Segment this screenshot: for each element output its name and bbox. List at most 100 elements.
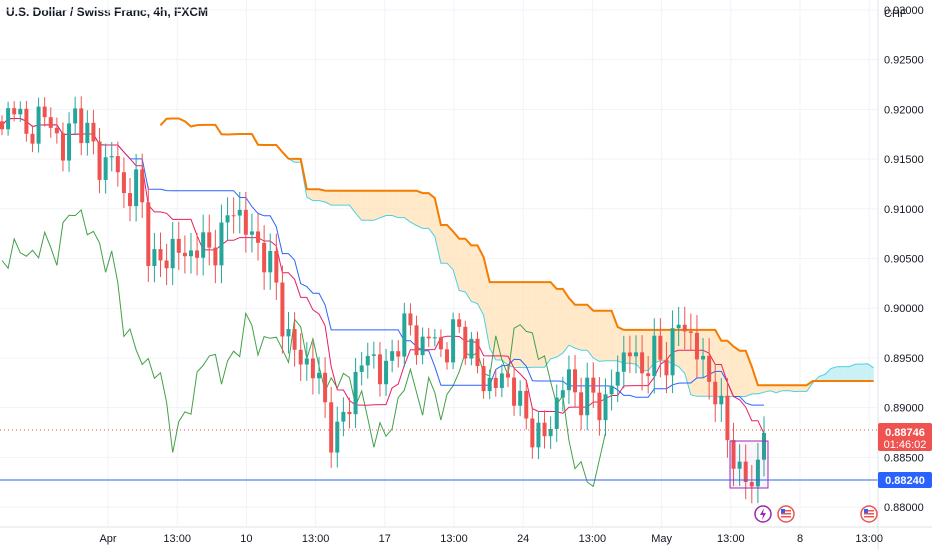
alert-price-badge[interactable]: 0.88240 [878, 472, 932, 488]
candle [499, 364, 504, 398]
candle [688, 313, 693, 351]
cloud-segment [325, 190, 332, 206]
cloud-segment [715, 329, 722, 398]
senkou-b-line [159, 117, 874, 387]
candle [6, 101, 11, 136]
candle [286, 311, 291, 354]
candle [182, 235, 187, 274]
candle [188, 233, 193, 274]
candle-countdown: 01:46:02 [884, 439, 927, 451]
candle [140, 153, 145, 218]
cloud-segment [404, 190, 411, 223]
candle [725, 378, 730, 458]
x-tick-label: 13:00 [579, 533, 607, 545]
cloud-segment [392, 190, 399, 218]
candle [304, 342, 309, 381]
y-tick-label: 0.90500 [884, 254, 924, 266]
cloud-segment [562, 288, 569, 354]
candle [128, 177, 133, 222]
cloud-segment [422, 193, 429, 229]
cloud-segment [312, 189, 319, 201]
chart-grid [0, 0, 878, 527]
cloud-segment [459, 238, 466, 292]
cloud-segment [721, 340, 728, 398]
candle [164, 243, 169, 285]
cloud-segment [428, 193, 435, 237]
candle [713, 364, 718, 423]
candle [341, 397, 346, 437]
cloud-segment [757, 385, 764, 394]
candle [213, 229, 218, 284]
cloud-segment [739, 350, 746, 397]
x-tick-label: May [651, 533, 672, 545]
ichimoku-lines [1, 117, 874, 488]
candle [518, 380, 523, 417]
candle [298, 333, 303, 382]
candle [353, 357, 358, 429]
candle [365, 342, 370, 379]
chart-title: U.S. Dollar / Swiss Franc, 4h, FXCM [6, 5, 209, 19]
candle [262, 225, 267, 290]
y-tick-label: 0.90000 [884, 303, 924, 315]
current-price-value: 0.88746 [885, 427, 925, 439]
cloud-segment [788, 385, 795, 392]
cloud-segment [410, 190, 417, 226]
candle [67, 112, 72, 172]
candle [231, 197, 236, 234]
cloud-segment [764, 385, 771, 393]
cloud-segment [855, 364, 862, 382]
candle [36, 97, 41, 153]
y-tick-label: 0.92000 [884, 104, 924, 116]
candle [237, 191, 242, 234]
cloud-segment [526, 282, 533, 368]
cloud-segment [440, 224, 448, 264]
candle [536, 410, 541, 460]
candle [30, 125, 35, 153]
y-tick-label: 0.89500 [884, 353, 924, 365]
candle [280, 265, 285, 354]
candle [109, 141, 114, 172]
candle [530, 407, 535, 459]
cloud-segment [678, 329, 685, 374]
cloud-segment [379, 190, 387, 218]
candle [396, 340, 401, 368]
candle [170, 221, 175, 286]
y-tick-label: 0.88500 [884, 452, 924, 464]
y-tick-label: 0.88000 [884, 502, 924, 514]
candle [420, 327, 425, 365]
candle [731, 422, 736, 487]
x-tick-label: 13:00 [855, 533, 883, 545]
us-flag-event-icon[interactable] [860, 505, 878, 523]
cloud-segment [465, 238, 472, 302]
candle [42, 97, 47, 127]
candle [609, 369, 614, 411]
candle [256, 213, 261, 261]
us-flag-event-icon[interactable] [777, 505, 795, 523]
candle [134, 153, 139, 222]
candle [658, 318, 663, 378]
candle [243, 192, 248, 253]
candle [573, 355, 578, 407]
x-tick-label: 13:00 [163, 533, 191, 545]
cloud-segment [343, 190, 350, 206]
cloud-segment [367, 190, 374, 221]
cloud-segment [373, 190, 380, 221]
candle [512, 367, 517, 416]
candle [115, 141, 120, 187]
candle [359, 351, 364, 386]
candle [316, 356, 321, 395]
candle [219, 204, 224, 284]
cloud-segment [587, 304, 594, 359]
cloud-segment [447, 224, 454, 270]
candle [487, 369, 492, 400]
candle [640, 335, 645, 391]
cloud-segment [800, 385, 807, 392]
lightning-event-icon[interactable] [754, 505, 772, 523]
cloud-segment [782, 385, 789, 391]
y-tick-label: 0.92500 [884, 55, 924, 67]
cloud-segment [398, 190, 405, 218]
candle [621, 335, 626, 389]
candle [225, 197, 230, 241]
candle [548, 416, 553, 449]
